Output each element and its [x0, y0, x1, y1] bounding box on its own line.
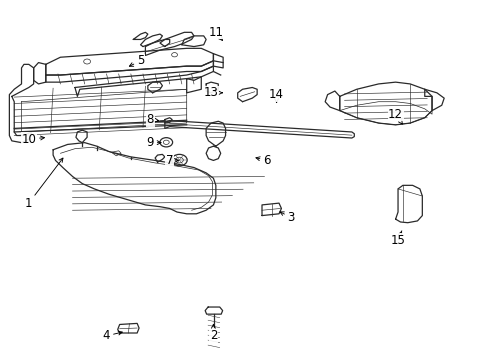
Text: 1: 1	[25, 158, 63, 210]
Text: 13: 13	[203, 86, 222, 99]
Text: 11: 11	[208, 26, 223, 40]
Text: 9: 9	[147, 136, 161, 149]
Text: 3: 3	[280, 211, 295, 224]
Text: 10: 10	[22, 132, 45, 145]
Text: 15: 15	[391, 231, 405, 247]
Text: 7: 7	[166, 154, 178, 167]
Text: 4: 4	[103, 329, 122, 342]
Text: 14: 14	[269, 88, 284, 103]
Text: 5: 5	[129, 54, 144, 67]
Text: 8: 8	[147, 113, 159, 126]
Text: 12: 12	[388, 108, 403, 124]
Text: 6: 6	[256, 154, 270, 167]
Text: 2: 2	[210, 324, 217, 342]
